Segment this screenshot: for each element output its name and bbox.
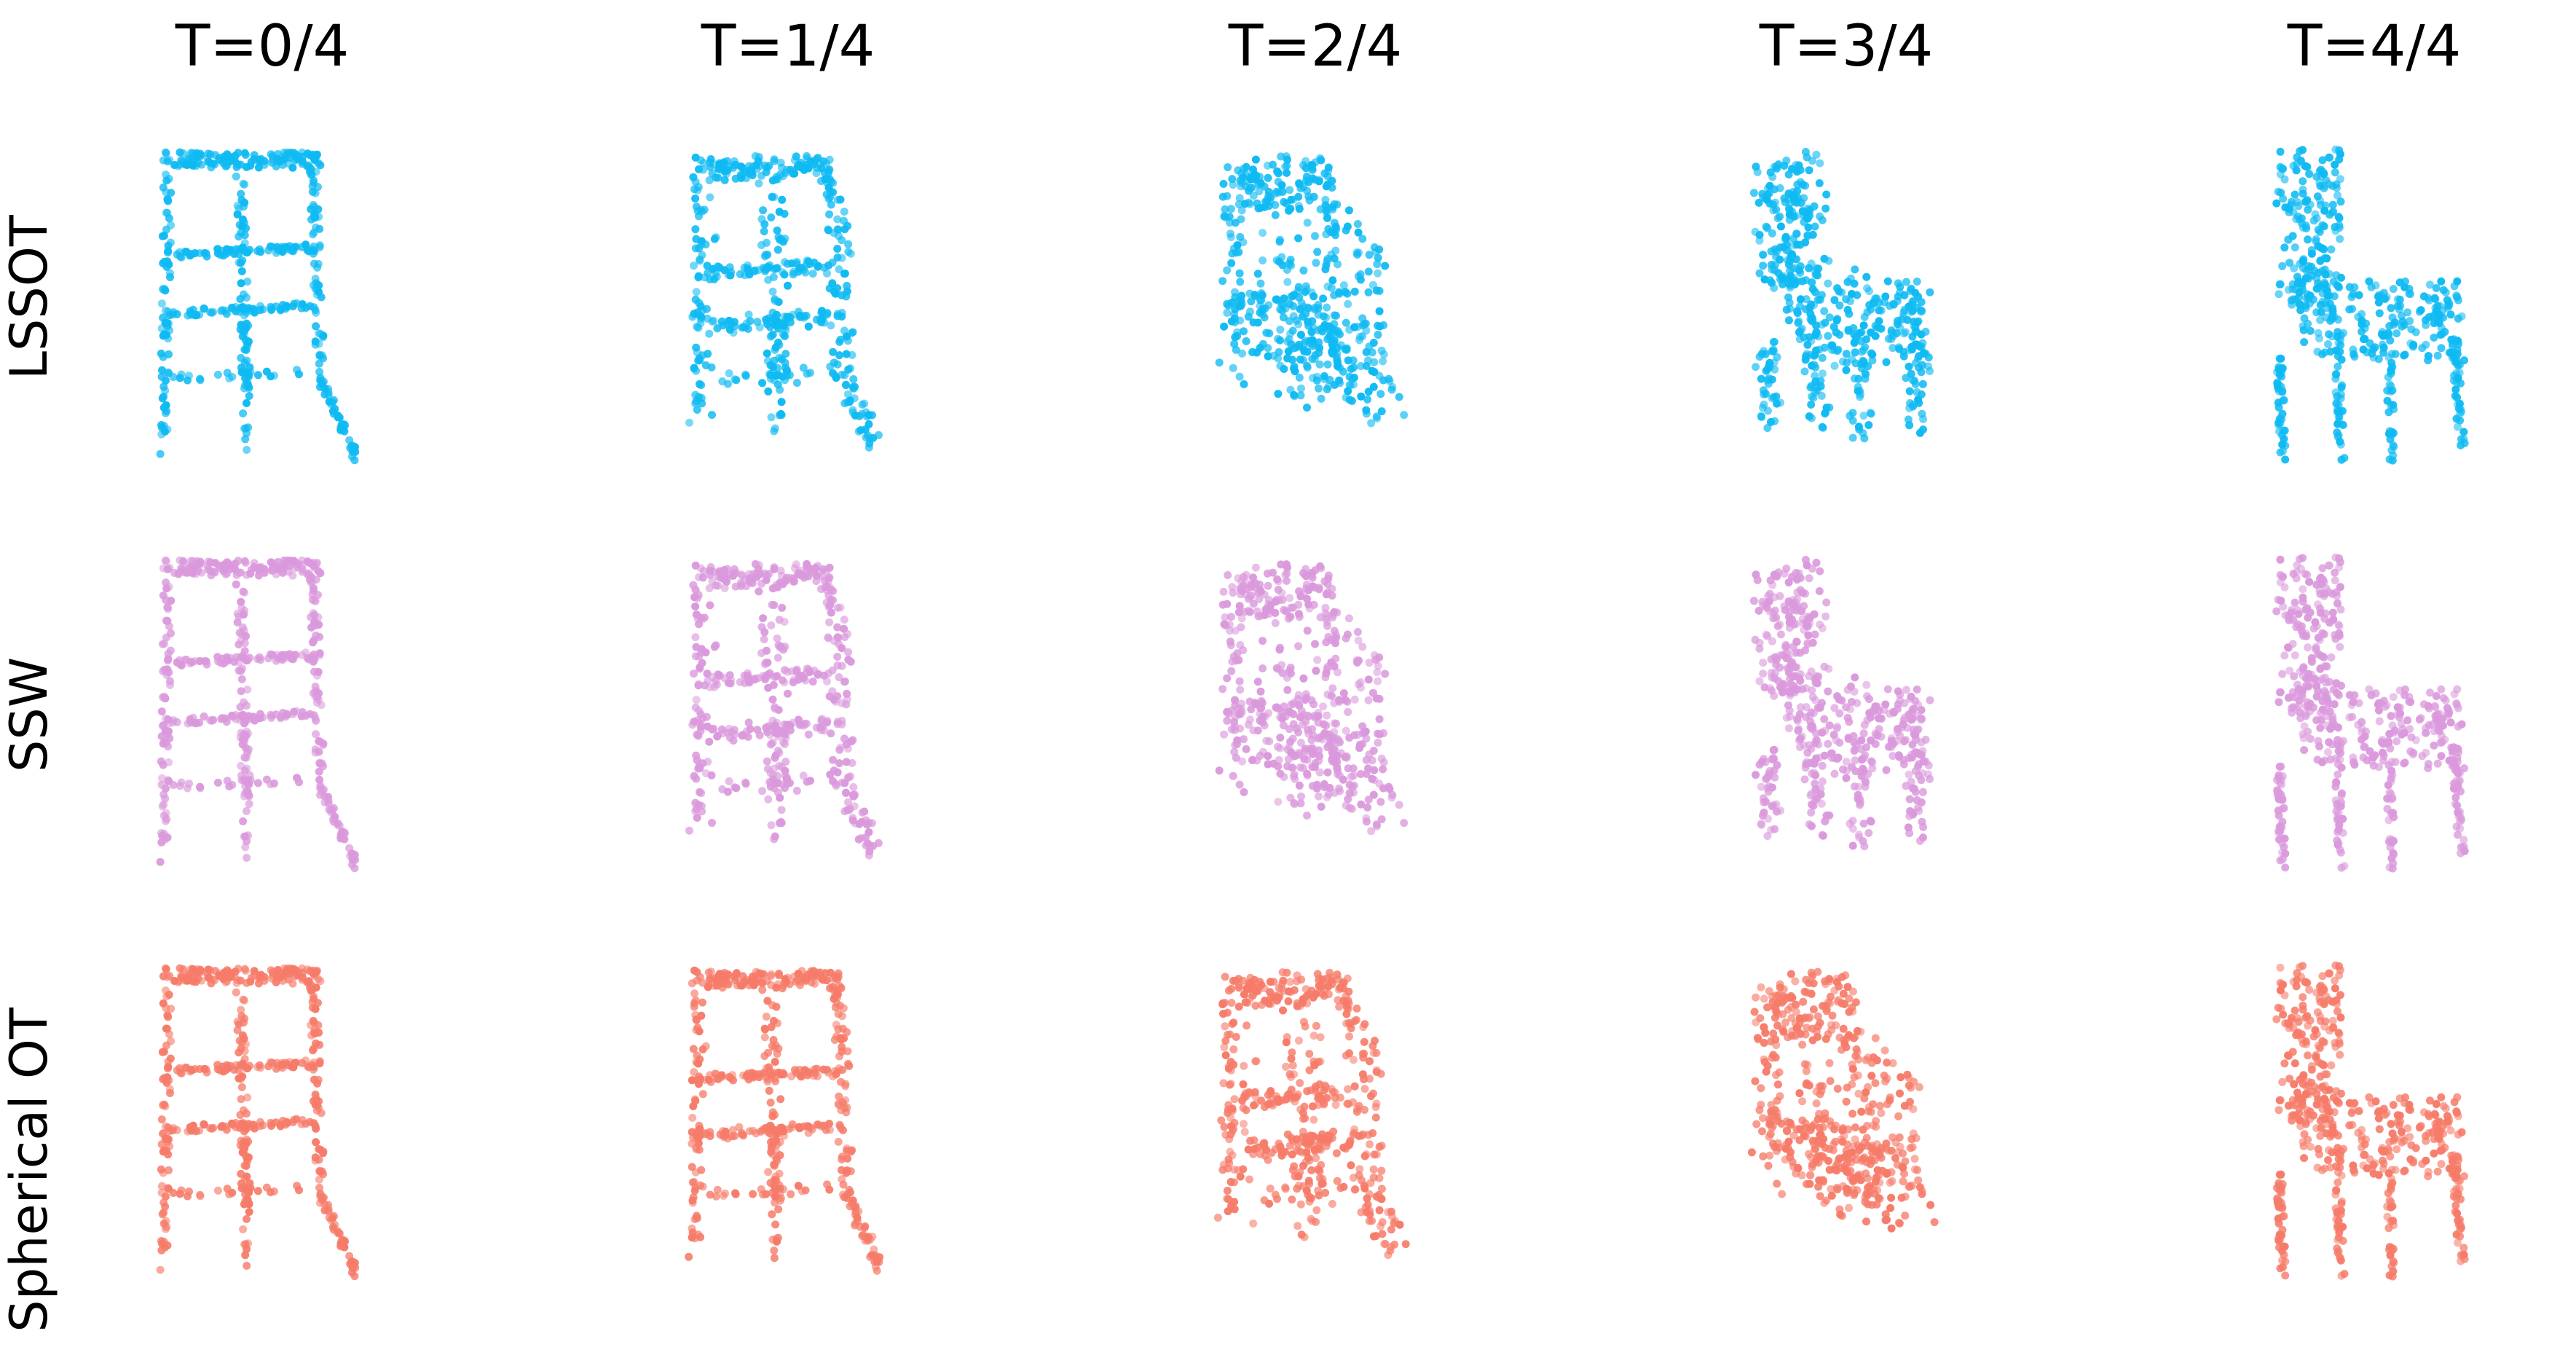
row-label-ssw: SSW <box>0 642 59 788</box>
point-cloud-r0-c3 <box>1704 131 2112 539</box>
column-title-4: T=4/4 <box>2221 13 2527 82</box>
point-cloud-r2-c4 <box>2229 947 2576 1355</box>
column-title-3: T=3/4 <box>1693 13 1999 82</box>
point-cloud-r0-c4 <box>2229 131 2576 539</box>
row-label-spherical-ot: Spherical OT <box>0 1002 59 1338</box>
point-cloud-r1-c4 <box>2229 539 2576 947</box>
point-cloud-r1-c0 <box>117 539 524 947</box>
column-title-0: T=0/4 <box>109 13 415 82</box>
point-cloud-r1-c1 <box>645 539 1052 947</box>
point-cloud-r0-c2 <box>1173 131 1580 539</box>
column-title-1: T=1/4 <box>635 13 941 82</box>
column-title-2: T=2/4 <box>1162 13 1468 82</box>
point-cloud-r2-c1 <box>645 947 1052 1355</box>
point-cloud-r2-c2 <box>1173 947 1580 1355</box>
point-cloud-r1-c2 <box>1173 539 1580 947</box>
point-cloud-r0-c0 <box>117 131 524 539</box>
point-cloud-r0-c1 <box>645 131 1052 539</box>
point-cloud-r1-c3 <box>1704 539 2112 947</box>
point-cloud-r2-c3 <box>1704 947 2112 1355</box>
row-label-lssot: LSSOT <box>0 234 59 380</box>
point-cloud-r2-c0 <box>117 947 524 1355</box>
